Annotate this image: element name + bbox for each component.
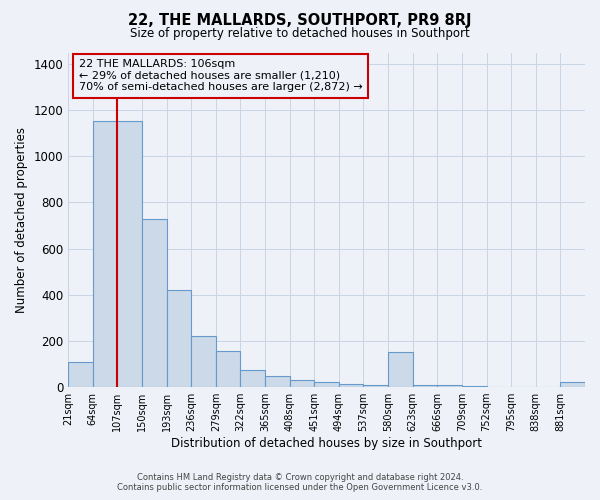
Bar	[191, 336, 216, 387]
Bar	[437, 386, 462, 387]
Bar	[560, 382, 585, 387]
X-axis label: Distribution of detached houses by size in Southport: Distribution of detached houses by size …	[171, 437, 482, 450]
Bar	[388, 352, 413, 387]
Bar	[314, 382, 339, 387]
Bar	[216, 352, 241, 387]
Y-axis label: Number of detached properties: Number of detached properties	[15, 127, 28, 313]
Bar	[364, 385, 388, 387]
Bar	[167, 290, 191, 387]
Bar	[339, 384, 364, 387]
Bar	[68, 362, 93, 387]
Bar	[241, 370, 265, 387]
Text: 22 THE MALLARDS: 106sqm
← 29% of detached houses are smaller (1,210)
70% of semi: 22 THE MALLARDS: 106sqm ← 29% of detache…	[79, 59, 362, 92]
Bar	[118, 120, 142, 387]
Bar	[265, 376, 290, 387]
Bar	[93, 120, 118, 387]
Bar	[290, 380, 314, 387]
Text: Contains HM Land Registry data © Crown copyright and database right 2024.
Contai: Contains HM Land Registry data © Crown c…	[118, 473, 482, 492]
Text: 22, THE MALLARDS, SOUTHPORT, PR9 8RJ: 22, THE MALLARDS, SOUTHPORT, PR9 8RJ	[128, 12, 472, 28]
Bar	[462, 386, 487, 387]
Text: Size of property relative to detached houses in Southport: Size of property relative to detached ho…	[130, 28, 470, 40]
Bar	[142, 218, 167, 387]
Bar	[413, 385, 437, 387]
